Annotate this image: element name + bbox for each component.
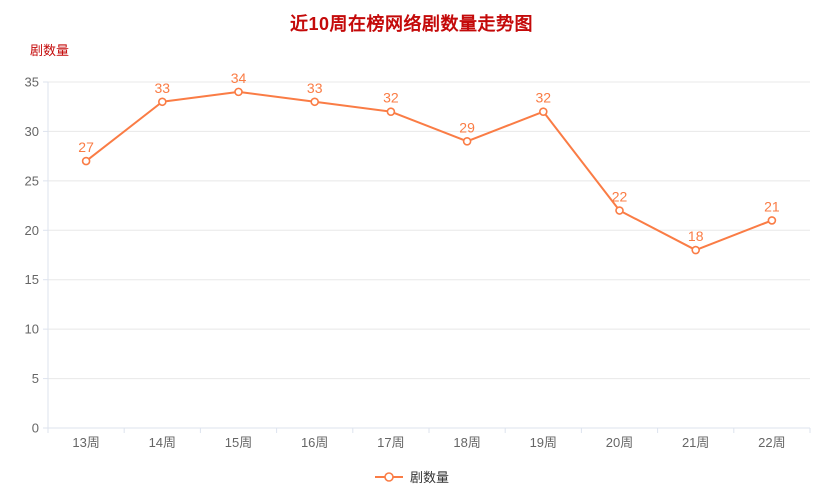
svg-text:29: 29 (459, 119, 475, 135)
svg-text:15周: 15周 (225, 435, 252, 450)
svg-text:19周: 19周 (530, 435, 557, 450)
svg-text:14周: 14周 (149, 435, 176, 450)
svg-text:25: 25 (25, 173, 39, 188)
svg-text:34: 34 (231, 70, 247, 86)
chart-title: 近10周在榜网络剧数量走势图 (289, 14, 534, 34)
svg-text:21: 21 (764, 198, 780, 214)
svg-text:33: 33 (155, 80, 171, 96)
svg-text:21周: 21周 (682, 435, 709, 450)
svg-text:17周: 17周 (377, 435, 404, 450)
svg-text:5: 5 (32, 371, 39, 386)
svg-text:35: 35 (25, 75, 39, 90)
svg-text:18: 18 (688, 228, 704, 244)
svg-text:32: 32 (536, 90, 552, 106)
svg-text:22周: 22周 (758, 435, 785, 450)
svg-text:22: 22 (612, 189, 628, 205)
svg-text:27: 27 (78, 139, 94, 155)
svg-text:20: 20 (25, 223, 39, 238)
svg-text:30: 30 (25, 124, 39, 139)
legend-item[interactable]: 剧数量 (0, 467, 823, 486)
svg-text:15: 15 (25, 272, 39, 287)
svg-text:18周: 18周 (453, 435, 480, 450)
svg-text:10: 10 (25, 322, 39, 337)
y-axis-name: 剧数量 (30, 43, 70, 58)
svg-text:20周: 20周 (606, 435, 633, 450)
svg-text:33: 33 (307, 80, 323, 96)
legend-label: 剧数量 (409, 470, 449, 485)
svg-text:13周: 13周 (72, 435, 99, 450)
legend-line-marker-icon (374, 471, 403, 482)
svg-text:32: 32 (383, 90, 399, 106)
plot-area: 0 5 10 15 20 25 30 35 13周 14周 15周 16周 17周 18周 19周 20周 21… (25, 70, 811, 450)
svg-text:0: 0 (32, 421, 39, 436)
svg-text:16周: 16周 (301, 435, 328, 450)
